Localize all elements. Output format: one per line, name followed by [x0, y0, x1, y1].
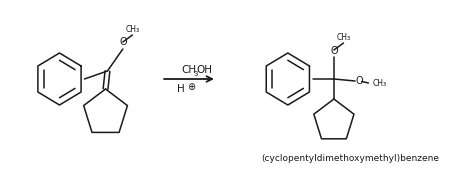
Text: O: O [119, 37, 127, 47]
Text: (cyclopentyldimethoxymethyl)benzene: (cyclopentyldimethoxymethyl)benzene [261, 154, 438, 163]
Text: H: H [177, 84, 185, 94]
Text: ⊕: ⊕ [187, 82, 195, 92]
Text: CH₃: CH₃ [371, 78, 385, 88]
Text: CH₃: CH₃ [336, 33, 350, 42]
Text: CH: CH [181, 65, 196, 75]
Text: O: O [355, 76, 363, 86]
Text: 3: 3 [193, 71, 198, 77]
Text: O: O [329, 45, 337, 55]
Text: OH: OH [196, 65, 212, 75]
Text: CH₃: CH₃ [125, 25, 139, 34]
